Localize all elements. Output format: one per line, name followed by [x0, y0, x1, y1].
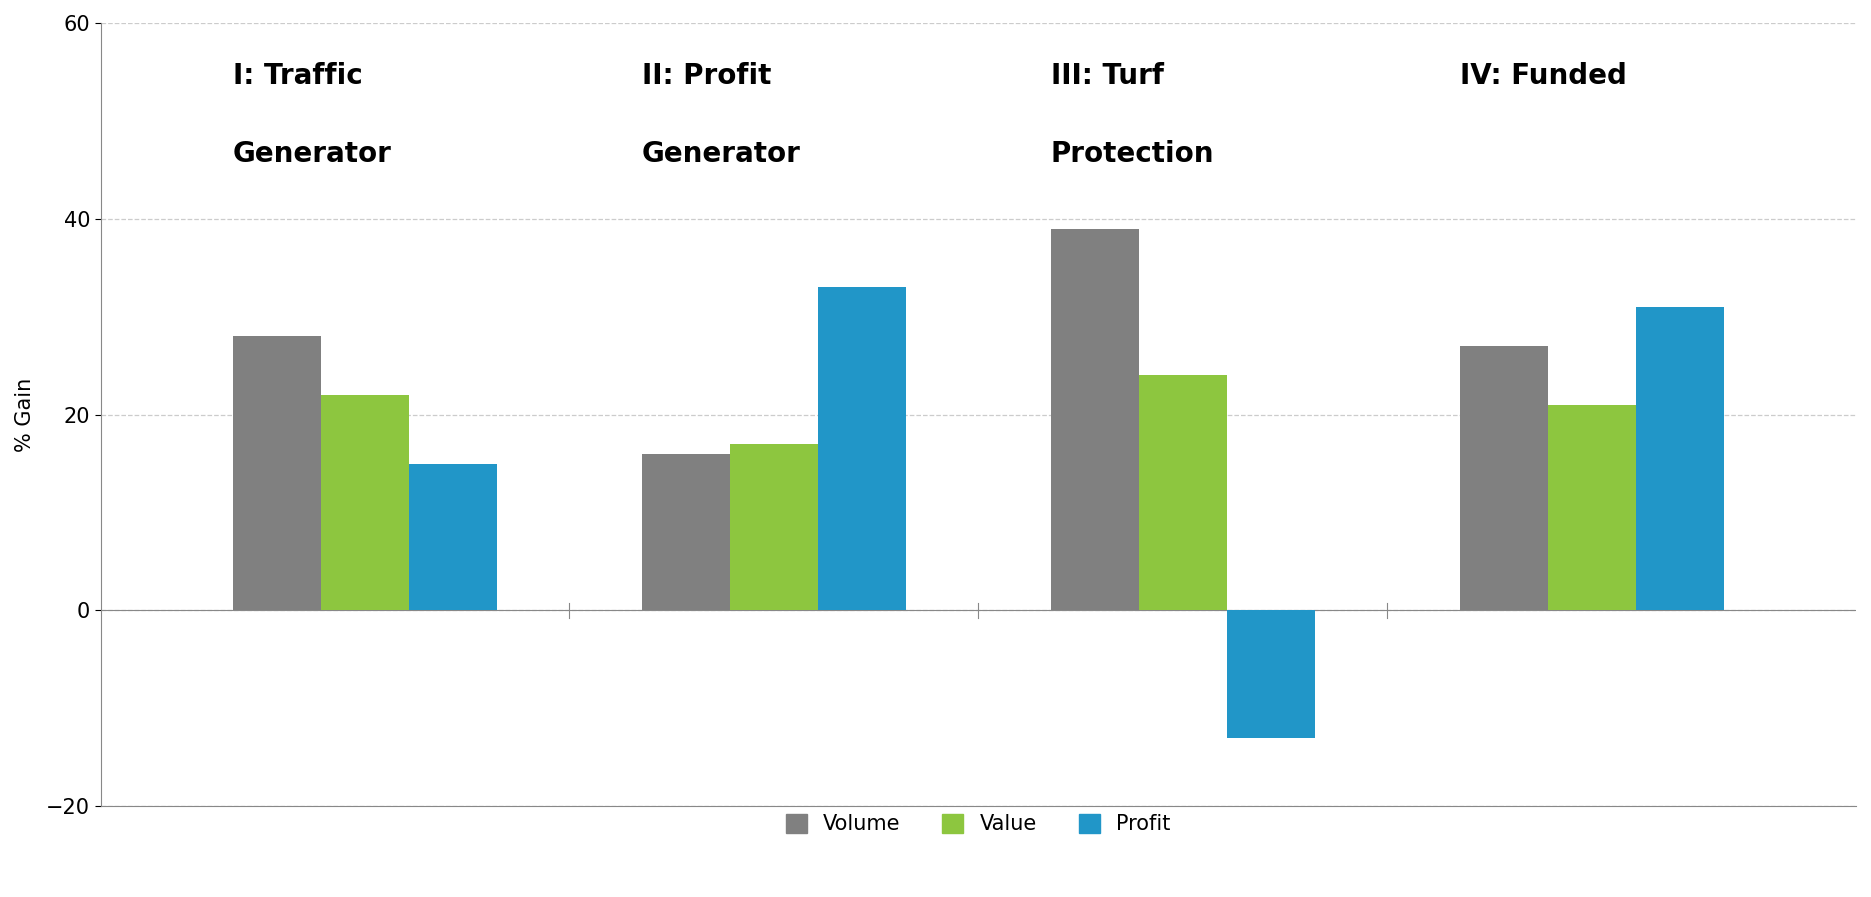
Text: Protection: Protection — [1052, 141, 1214, 169]
Bar — [320, 395, 410, 610]
Legend: Volume, Value, Profit: Volume, Value, Profit — [778, 806, 1179, 842]
Bar — [642, 454, 730, 610]
Text: Generator: Generator — [642, 141, 801, 169]
Text: I: Traffic: I: Traffic — [232, 62, 363, 91]
Bar — [1052, 229, 1139, 610]
Bar — [818, 287, 906, 610]
Y-axis label: % Gain: % Gain — [15, 378, 36, 452]
Bar — [232, 336, 320, 610]
Bar — [1635, 307, 1723, 610]
Text: III: Turf: III: Turf — [1052, 62, 1164, 91]
Bar — [1547, 405, 1635, 610]
Bar — [1139, 376, 1227, 610]
Text: Generator: Generator — [232, 141, 391, 169]
Bar — [1227, 610, 1315, 737]
Bar — [410, 464, 498, 610]
Text: IV: Funded: IV: Funded — [1459, 62, 1626, 91]
Bar — [730, 444, 818, 610]
Text: II: Profit: II: Profit — [642, 62, 771, 91]
Bar — [1459, 346, 1547, 610]
